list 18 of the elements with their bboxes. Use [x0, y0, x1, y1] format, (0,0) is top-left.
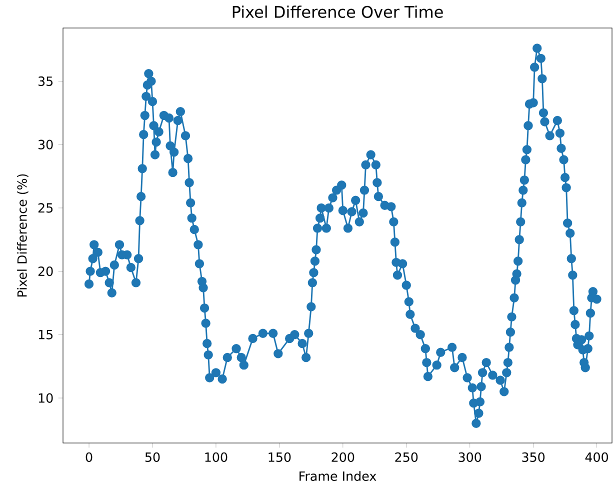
- x-tick-label: 300: [458, 452, 482, 462]
- y-tick-label: 35: [38, 76, 53, 86]
- x-tick-label: 250: [395, 452, 418, 462]
- y-axis-title: Pixel Difference (%): [17, 174, 28, 297]
- x-tick-label: 400: [585, 452, 608, 462]
- x-tick-label: 200: [332, 452, 354, 462]
- x-tick-label: 0: [86, 452, 92, 462]
- x-tick-label: 150: [268, 452, 291, 462]
- x-tick-label: 100: [205, 452, 228, 462]
- y-tick-label: 30: [38, 140, 53, 150]
- y-tick-label: 20: [38, 266, 53, 276]
- x-tick-label: 50: [145, 452, 160, 462]
- chart-title: Pixel Difference Over Time: [232, 6, 443, 18]
- y-tick-label: 10: [38, 393, 53, 403]
- y-tick-label: 15: [38, 330, 53, 340]
- y-tick-label: 25: [38, 203, 53, 213]
- x-axis-title: Frame Index: [300, 471, 376, 481]
- x-tick-label: 350: [522, 452, 545, 462]
